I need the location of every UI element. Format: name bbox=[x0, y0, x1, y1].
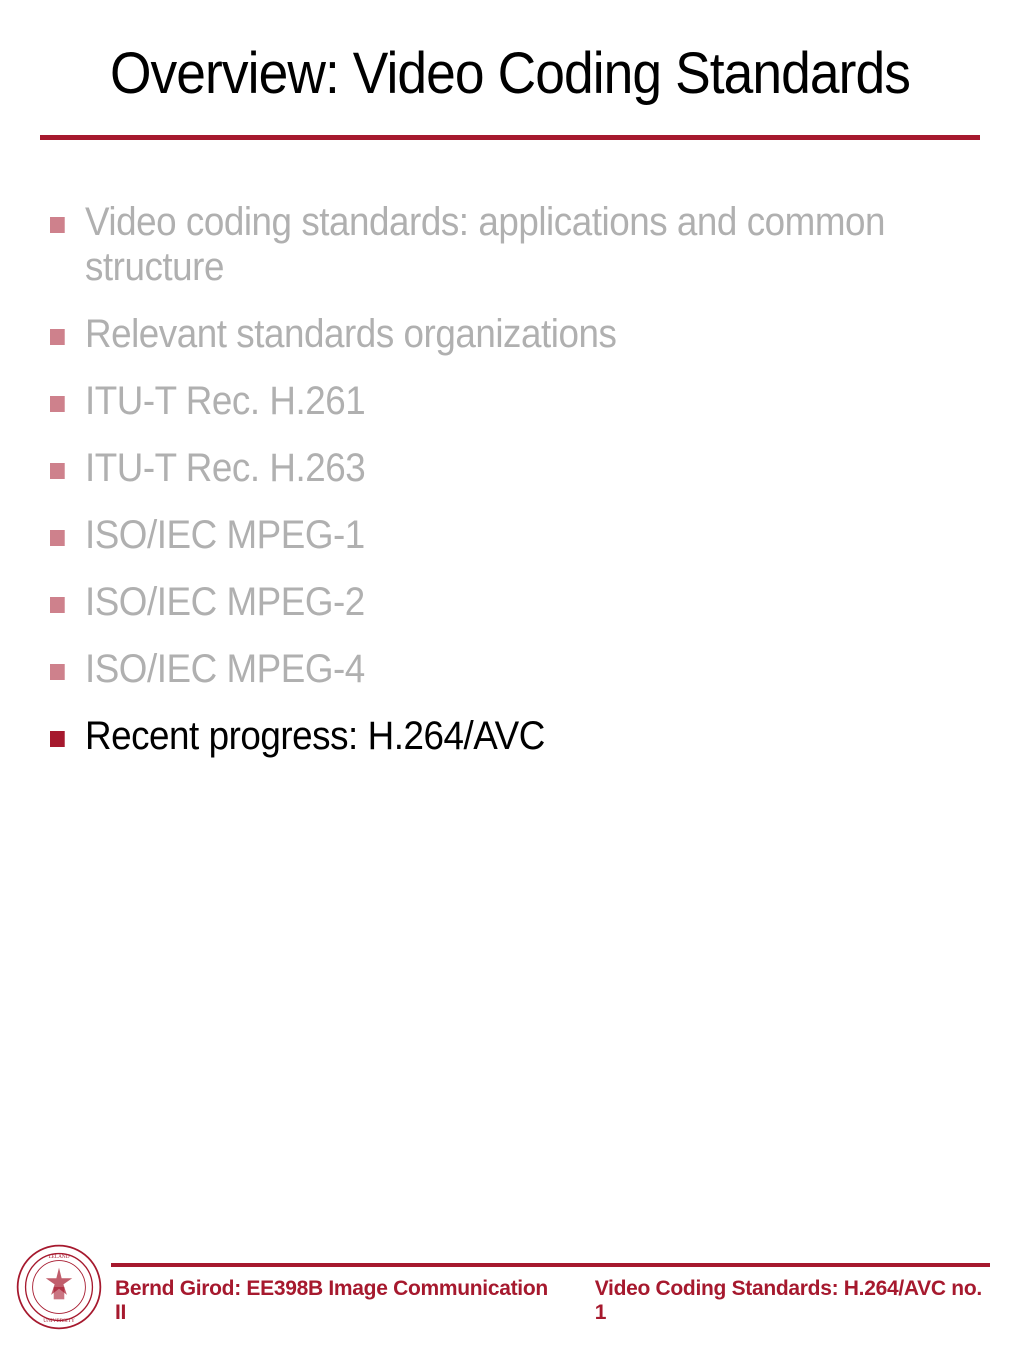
bullet-item: Video coding standards: applications and… bbox=[50, 200, 915, 290]
svg-text:UNIVERSITY: UNIVERSITY bbox=[43, 1318, 75, 1324]
bullet-item: Relevant standards organizations bbox=[50, 312, 915, 357]
bullet-square-icon bbox=[50, 329, 65, 345]
slide: Overview: Video Coding Standards Video c… bbox=[0, 0, 1020, 1361]
bullet-item-active: Recent progress: H.264/AVC bbox=[50, 714, 915, 759]
slide-title: Overview: Video Coding Standards bbox=[68, 40, 951, 107]
bullet-square-icon bbox=[50, 664, 65, 680]
bullet-item: ISO/IEC MPEG-2 bbox=[50, 580, 915, 625]
bullet-square-icon bbox=[50, 396, 65, 412]
bullet-text: Relevant standards organizations bbox=[85, 312, 616, 357]
bullet-text: ISO/IEC MPEG-1 bbox=[85, 513, 365, 558]
bullet-item: ISO/IEC MPEG-1 bbox=[50, 513, 915, 558]
bullet-text: ITU-T Rec. H.261 bbox=[85, 379, 365, 424]
bullet-square-icon bbox=[50, 463, 65, 479]
bullet-square-icon bbox=[50, 217, 65, 233]
bullet-square-icon bbox=[50, 530, 65, 546]
bullet-square-icon bbox=[50, 731, 65, 747]
bullet-list: Video coding standards: applications and… bbox=[30, 200, 990, 759]
title-divider bbox=[40, 135, 980, 140]
svg-text:LELAND: LELAND bbox=[48, 1254, 69, 1260]
footer-author-course: Bernd Girod: EE398B Image Communication … bbox=[115, 1277, 555, 1325]
stanford-seal-icon: LELAND UNIVERSITY bbox=[15, 1243, 103, 1331]
bullet-text: Recent progress: H.264/AVC bbox=[85, 714, 545, 759]
bullet-text: Video coding standards: applications and… bbox=[85, 200, 915, 290]
bullet-text: ISO/IEC MPEG-2 bbox=[85, 580, 365, 625]
footer-divider bbox=[111, 1263, 990, 1267]
footer-content: Bernd Girod: EE398B Image Communication … bbox=[111, 1263, 990, 1325]
footer-text-row: Bernd Girod: EE398B Image Communication … bbox=[111, 1277, 990, 1325]
bullet-item: ISO/IEC MPEG-4 bbox=[50, 647, 915, 692]
bullet-text: ITU-T Rec. H.263 bbox=[85, 446, 365, 491]
slide-footer: LELAND UNIVERSITY Bernd Girod: EE398B Im… bbox=[0, 1243, 1020, 1331]
bullet-square-icon bbox=[50, 597, 65, 613]
bullet-item: ITU-T Rec. H.261 bbox=[50, 379, 915, 424]
bullet-item: ITU-T Rec. H.263 bbox=[50, 446, 915, 491]
bullet-text: ISO/IEC MPEG-4 bbox=[85, 647, 365, 692]
footer-topic-page: Video Coding Standards: H.264/AVC no. 1 bbox=[595, 1277, 990, 1325]
